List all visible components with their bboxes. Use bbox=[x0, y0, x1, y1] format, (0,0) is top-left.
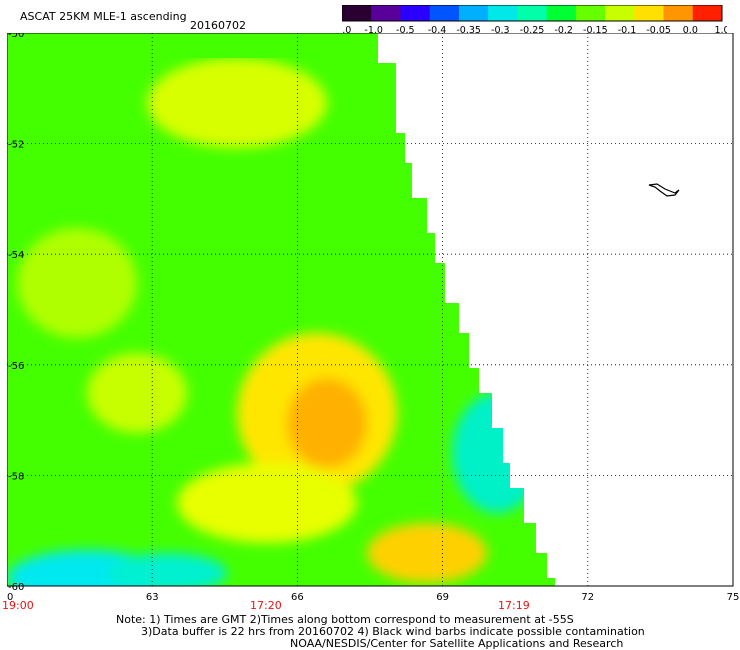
plot-date: 20160702 bbox=[190, 19, 246, 32]
colorbar: -3.0-1.0-0.5-0.4-0.35-0.3-0.25-0.2-0.15-… bbox=[342, 5, 727, 35]
colorbar-cell bbox=[458, 5, 489, 21]
colorbar-cell bbox=[634, 5, 665, 21]
colorbar-border bbox=[342, 5, 723, 22]
zone-yellow-top bbox=[147, 58, 327, 148]
zone-yellow-left bbox=[17, 228, 137, 338]
colorbar-tick-label: -0.1 bbox=[618, 25, 637, 35]
swath-data bbox=[7, 33, 572, 603]
island-outline bbox=[648, 183, 680, 197]
lon-label: 69 bbox=[436, 592, 449, 603]
colorbar-tick-label: 0.0 bbox=[683, 25, 698, 35]
colorbar-cell bbox=[517, 5, 548, 21]
colorbar-tick-label: -0.5 bbox=[396, 25, 415, 35]
note-line-3: NOAA/NESDIS/Center for Satellite Applica… bbox=[290, 637, 624, 650]
colorbar-cell bbox=[663, 5, 694, 21]
note-line-2: 3)Data buffer is 22 hrs from 20160702 4)… bbox=[141, 625, 645, 638]
map-frame bbox=[7, 33, 734, 587]
colorbar-cell bbox=[400, 5, 431, 21]
colorbar-cell bbox=[488, 5, 518, 21]
lon-label: 66 bbox=[291, 592, 304, 603]
lon-label: 75 bbox=[727, 592, 740, 603]
colorbar-tick-label: 1.0 bbox=[714, 25, 727, 35]
colorbar-cell bbox=[342, 5, 372, 21]
colorbar-tick-label: -0.15 bbox=[583, 25, 608, 35]
colorbar-cell bbox=[371, 5, 401, 21]
note-line-1: Note: 1) Times are GMT 2)Times along bot… bbox=[116, 613, 574, 626]
zone-cyan-br bbox=[452, 393, 542, 513]
colorbar-tick-label: -0.2 bbox=[554, 25, 573, 35]
time-label-left: 19:00 bbox=[2, 599, 34, 612]
zone-yellow-low bbox=[177, 463, 357, 543]
lat-label: -54 bbox=[8, 250, 24, 261]
lat-label: -56 bbox=[8, 361, 24, 372]
colorbar-tick-label: -0.3 bbox=[491, 25, 510, 35]
zone-yellow-right-low bbox=[367, 523, 487, 583]
lon-label: 60 bbox=[7, 592, 13, 603]
map-border bbox=[7, 33, 734, 587]
colorbar-tick-label: -0.05 bbox=[646, 25, 671, 35]
colorbar-tick-label: -0.35 bbox=[456, 25, 481, 35]
lat-labels: -50 -52 -54 -56 -58 -60 bbox=[8, 33, 24, 593]
time-label-mid: 17:20 bbox=[250, 599, 282, 612]
colorbar-tick-label: -1.0 bbox=[364, 25, 383, 35]
colorbar-tick-label: -0.4 bbox=[428, 25, 447, 35]
lat-label: -58 bbox=[8, 471, 24, 482]
colorbar-tick-label: -3.0 bbox=[342, 25, 351, 35]
time-label-right: 17:19 bbox=[498, 599, 530, 612]
colorbar-cell bbox=[429, 5, 460, 21]
zone-cyan-b bbox=[107, 553, 227, 593]
colorbar-tick-label: -0.25 bbox=[520, 25, 545, 35]
lat-label: -60 bbox=[8, 582, 24, 593]
plot-title: ASCAT 25KM MLE-1 ascending bbox=[20, 10, 187, 23]
lat-label: -52 bbox=[8, 140, 24, 151]
lon-labels: 60 63 66 69 72 75 bbox=[7, 592, 739, 603]
zone-yellow-left-mid bbox=[87, 353, 187, 433]
lon-label: 63 bbox=[146, 592, 159, 603]
grid-lines bbox=[7, 33, 733, 586]
lat-label: -50 bbox=[8, 33, 24, 40]
map-plot: -50 -52 -54 -56 -58 -60 60 63 66 69 72 75 bbox=[7, 33, 739, 603]
colorbar-cell bbox=[605, 5, 635, 21]
lon-label: 72 bbox=[581, 592, 594, 603]
colorbar-cell bbox=[692, 5, 723, 21]
colorbar-cell bbox=[575, 5, 606, 21]
zone-orange-mid bbox=[287, 378, 367, 468]
colorbar-cell bbox=[546, 5, 577, 21]
